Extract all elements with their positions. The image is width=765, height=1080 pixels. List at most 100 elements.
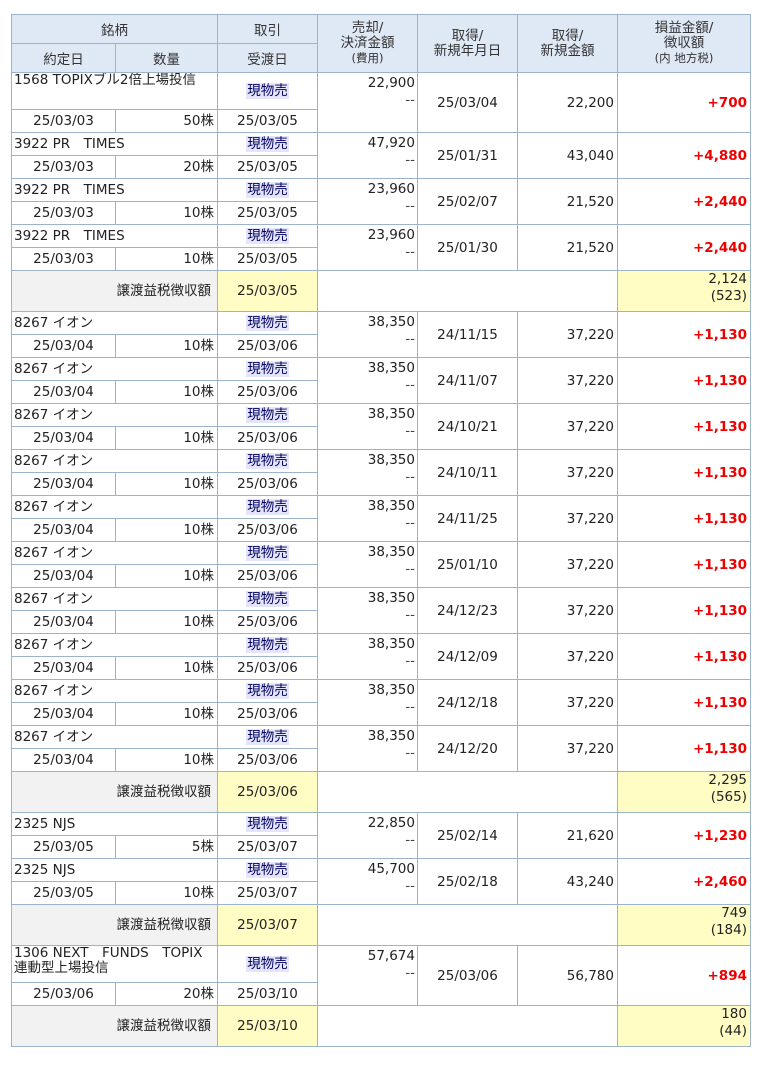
acquisition-date: 25/03/06	[417, 945, 518, 1006]
sale-amount-cell: 38,350 --	[317, 311, 418, 358]
settlement-date: 25/03/06	[217, 380, 318, 404]
sale-amount-cell: 38,350 --	[317, 587, 418, 634]
brand-name: 8267 イオン	[11, 541, 218, 565]
tax-label: 譲渡益税徴収額	[11, 1005, 218, 1047]
header-row-1: 銘柄 取引 売却/ 決済金額 (費用) 取得/ 新規年月日 取得/ 新規金額 損…	[11, 14, 751, 73]
header-row-2: 約定日 数量 受渡日	[11, 43, 751, 73]
acquisition-date: 25/01/30	[417, 224, 518, 271]
quantity: 20株	[115, 982, 218, 1006]
header-contract-date: 約定日	[11, 43, 116, 73]
tax-date: 25/03/10	[217, 1005, 318, 1047]
trade-type-link[interactable]: 現物売	[246, 683, 289, 699]
acquisition-amount: 37,220	[517, 541, 618, 588]
contract-date: 25/03/05	[11, 881, 116, 905]
tax-amount: 2,295	[708, 772, 747, 789]
acquisition-date: 24/11/15	[417, 311, 518, 358]
trade-type-link[interactable]: 現物売	[246, 407, 289, 423]
contract-date: 25/03/05	[11, 835, 116, 859]
settlement-date: 25/03/06	[217, 564, 318, 588]
acquisition-date: 25/02/07	[417, 178, 518, 225]
sale-amount: 38,350	[367, 544, 415, 560]
trade-type-link[interactable]: 現物売	[246, 361, 289, 377]
header-settlement-date: 受渡日	[217, 43, 318, 73]
brand-name: 8267 イオン	[11, 679, 218, 703]
brand-name: 8267 イオン	[11, 357, 218, 381]
acquisition-amount: 37,220	[517, 679, 618, 726]
profit-loss: +2,460	[617, 858, 751, 905]
trade-row-top: 1568 TOPIXブル2倍上場投信 現物売 22,900 -- 25/03/04 22,…	[11, 72, 751, 133]
trade-type-link[interactable]: 現物売	[246, 816, 289, 832]
trade-row-top: 8267 イオン 現物売 38,350 -- 24/10/21 37,220 +1,130	[11, 403, 751, 450]
sale-fee: --	[405, 515, 415, 531]
brand-name: 3922 PR TIMES	[11, 132, 218, 156]
trade-type-link[interactable]: 現物売	[246, 315, 289, 331]
brand-name: 8267 イオン	[11, 725, 218, 749]
profit-loss: +2,440	[617, 224, 751, 271]
trade-type-link[interactable]: 現物売	[246, 499, 289, 515]
acquisition-date: 24/11/25	[417, 495, 518, 542]
trade-history-table: 銘柄 取引 売却/ 決済金額 (費用) 取得/ 新規年月日 取得/ 新規金額 損…	[11, 14, 751, 1047]
contract-date: 25/03/04	[11, 748, 116, 772]
sale-amount-cell: 38,350 --	[317, 495, 418, 542]
sale-fee: --	[405, 92, 415, 108]
profit-loss: +700	[617, 72, 751, 133]
trade-type-link[interactable]: 現物売	[246, 545, 289, 561]
contract-date: 25/03/04	[11, 702, 116, 726]
acquisition-date: 24/12/09	[417, 633, 518, 680]
trade-row-bottom: 25/03/04 10株 25/03/06	[11, 334, 751, 358]
quantity: 10株	[115, 472, 218, 496]
brand-name: 3922 PR TIMES	[11, 224, 218, 248]
sale-amount: 57,674	[367, 948, 415, 964]
acquisition-date: 24/10/11	[417, 449, 518, 496]
profit-loss: +1,130	[617, 357, 751, 404]
profit-loss: +4,880	[617, 132, 751, 179]
trade-type-cell: 現物売	[217, 72, 318, 110]
trade-row-bottom: 25/03/04 10株 25/03/06	[11, 610, 751, 634]
sale-fee: --	[405, 832, 415, 848]
trade-type-link[interactable]: 現物売	[246, 136, 289, 152]
trade-type-link[interactable]: 現物売	[246, 591, 289, 607]
profit-loss: +1,130	[617, 725, 751, 772]
header-acq-date: 取得/ 新規年月日	[417, 14, 518, 73]
brand-name: 1306 NEXT FUNDS TOPIX連動型上場投信	[11, 945, 218, 983]
trade-type-link[interactable]: 現物売	[246, 956, 289, 972]
tax-amount-cell: 2,124 (523)	[617, 270, 751, 312]
trade-row-top: 3922 PR TIMES 現物売 23,960 -- 25/01/30 21,520 +2…	[11, 224, 751, 271]
trade-type-link[interactable]: 現物売	[246, 228, 289, 244]
acquisition-amount: 37,220	[517, 357, 618, 404]
tax-local-amount: (184)	[710, 922, 747, 938]
profit-loss: +894	[617, 945, 751, 1006]
settlement-date: 25/03/07	[217, 881, 318, 905]
acquisition-date: 24/11/07	[417, 357, 518, 404]
sale-amount: 38,350	[367, 452, 415, 468]
sale-amount-cell: 57,674 --	[317, 945, 418, 1006]
brand-name: 2325 NJS	[11, 812, 218, 836]
header-pl-l2: 徴収額	[663, 35, 705, 51]
settlement-date: 25/03/06	[217, 472, 318, 496]
trade-row-top: 8267 イオン 現物売 38,350 -- 24/12/23 37,220 +1,130	[11, 587, 751, 634]
trade-type-link[interactable]: 現物売	[246, 729, 289, 745]
profit-loss: +1,130	[617, 403, 751, 450]
trade-type-cell: 現物売	[217, 178, 318, 202]
sale-fee: --	[405, 878, 415, 894]
sale-amount: 23,960	[367, 227, 415, 243]
trade-type-link[interactable]: 現物売	[246, 83, 289, 99]
trade-type-cell: 現物売	[217, 224, 318, 248]
header-sale-amount-l2: 決済金額	[340, 35, 395, 51]
tax-blank	[317, 270, 618, 312]
trade-type-link[interactable]: 現物売	[246, 453, 289, 469]
sale-fee: --	[405, 469, 415, 485]
sale-amount: 38,350	[367, 636, 415, 652]
acquisition-date: 24/12/18	[417, 679, 518, 726]
trade-row-top: 8267 イオン 現物売 38,350 -- 24/11/25 37,220 +1,130	[11, 495, 751, 542]
brand-name: 1568 TOPIXブル2倍上場投信	[11, 72, 218, 110]
brand-name: 8267 イオン	[11, 495, 218, 519]
trade-type-link[interactable]: 現物売	[246, 862, 289, 878]
trade-type-link[interactable]: 現物売	[246, 637, 289, 653]
trade-rows: 1568 TOPIXブル2倍上場投信 現物売 22,900 -- 25/03/04 22,…	[11, 72, 751, 1047]
trade-row-top: 1306 NEXT FUNDS TOPIX連動型上場投信 現物売 57,674 -- 2…	[11, 945, 751, 1006]
trade-row-bottom: 25/03/03 20株 25/03/05	[11, 155, 751, 179]
trade-type-link[interactable]: 現物売	[246, 182, 289, 198]
quantity: 20株	[115, 155, 218, 179]
header-pl-l1: 損益金額/	[654, 20, 714, 36]
